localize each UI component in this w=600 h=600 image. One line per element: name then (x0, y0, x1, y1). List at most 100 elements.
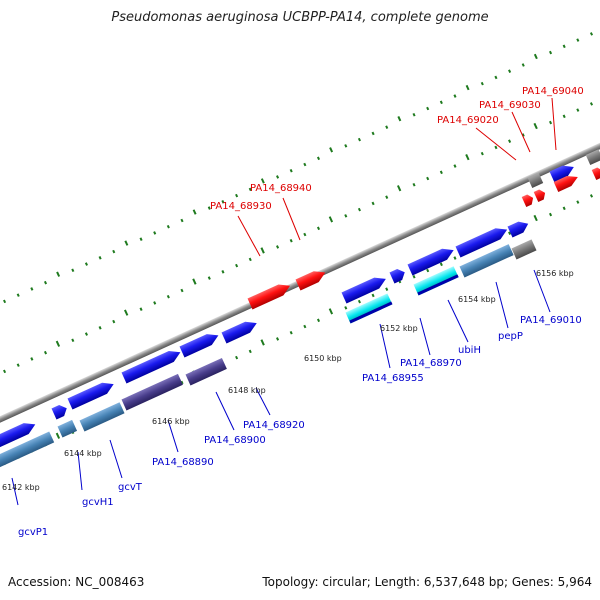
kbp-labels: 6142 kbp 6144 kbp 6146 kbp 6148 kbp 6150 kbp… (2, 269, 574, 492)
tick-mark (248, 257, 252, 262)
tick-mark (16, 363, 20, 367)
tick-mark (576, 108, 580, 112)
forward-gene-arrow (0, 423, 36, 452)
tick-mark (316, 226, 321, 231)
steelblue-gene-bar (459, 244, 514, 278)
gray-rna-bar (527, 173, 544, 189)
leader-line (551, 97, 557, 151)
kbp-label: 6156 kbp (536, 269, 574, 278)
forward-gene-arrow (507, 221, 529, 238)
gene-label: PA14_68940 (250, 183, 312, 194)
tick-mark (153, 231, 157, 235)
forward-gene-arrow (179, 334, 219, 358)
leader-line (419, 317, 431, 356)
kbp-label: 6152 kbp (380, 324, 418, 333)
tick-mark (412, 112, 416, 117)
tick-mark (562, 206, 566, 211)
forward-gene-arrow (51, 405, 67, 420)
steelblue-gene-bar (79, 402, 125, 432)
tick-mark (412, 182, 416, 187)
reverse-gene-arrow (553, 176, 578, 193)
tick-mark (494, 145, 498, 150)
tick-mark (166, 294, 170, 299)
tick-mark (55, 432, 61, 439)
tick-mark (521, 63, 525, 67)
tick-mark (303, 324, 307, 329)
tick-mark (98, 326, 102, 330)
gene-underline (417, 274, 459, 296)
tick-mark (453, 164, 457, 168)
tick-mark (289, 238, 293, 243)
tick-mark (589, 194, 594, 198)
kbp-label: 6146 kbp (152, 417, 190, 426)
tick-mark (84, 332, 88, 336)
tick-mark (248, 187, 252, 192)
gene-underline (349, 301, 393, 324)
tick-mark (426, 106, 430, 111)
kbp-label: 6142 kbp (2, 483, 40, 492)
tick-mark (371, 201, 375, 206)
tick-mark (166, 224, 170, 229)
tick-mark (533, 122, 538, 130)
tick-mark (494, 75, 498, 80)
leader-line (533, 269, 551, 313)
tick-mark (235, 263, 239, 268)
gene-label: PA14_68920 (243, 420, 305, 431)
tick-mark (192, 209, 197, 215)
leader-line (475, 127, 517, 161)
tick-mark (439, 170, 443, 175)
tick-mark (84, 262, 88, 266)
gene-label: PA14_68970 (400, 358, 462, 369)
cyan-gene-bar (345, 293, 393, 324)
tick-mark (112, 319, 116, 324)
gene-label: gcvT (118, 482, 143, 493)
gene-label: PA14_68890 (152, 457, 214, 468)
tick-mark (139, 237, 143, 241)
leader-line (495, 281, 509, 329)
accession-text: Accession: NC_008463 (8, 575, 145, 589)
kbp-label: 6154 kbp (458, 295, 496, 304)
forward-gene-arrow (67, 382, 114, 410)
tick-mark (289, 330, 293, 335)
gene-label: PA14_68900 (204, 435, 266, 446)
leader-line (237, 215, 261, 257)
tick-mark (56, 271, 61, 277)
tick-mark (589, 32, 594, 36)
tick-mark (508, 139, 512, 143)
tick-mark (385, 195, 389, 199)
tick-mark (329, 147, 334, 153)
reverse-gene-arrow (521, 194, 534, 208)
steelblue-gene-bar (0, 431, 55, 472)
tick-mark (344, 306, 348, 310)
tick-mark (207, 206, 211, 210)
tick-mark (3, 369, 7, 374)
tick-mark (43, 350, 48, 355)
gene-label: PA14_69040 (522, 86, 584, 97)
reverse-gene-arrow (591, 167, 600, 181)
forward-gene-arrow (407, 248, 454, 276)
tick-mark (533, 214, 538, 222)
tick-mark (426, 268, 430, 273)
tick-mark (260, 247, 265, 254)
tick-mark (276, 245, 280, 249)
tick-mark (357, 137, 361, 142)
tick-mark (412, 274, 416, 279)
forward-gene-arrow (121, 350, 181, 384)
tick-track (3, 32, 594, 304)
tick-mark (453, 256, 457, 260)
tick-mark (316, 156, 321, 161)
tick-mark (180, 288, 184, 293)
kbp-label: 6148 kbp (228, 386, 266, 395)
topology-text: Topology: circular; Length: 6,537,648 bp… (262, 575, 592, 589)
tick-mark (43, 280, 48, 285)
tick-mark (16, 293, 20, 297)
tick-mark (533, 53, 538, 60)
tick-mark (221, 200, 225, 204)
tick-mark (549, 212, 553, 217)
tick-mark (289, 168, 293, 173)
tick-mark (465, 153, 470, 161)
tick-mark (508, 231, 512, 235)
leader-line (11, 477, 19, 506)
tick-mark (549, 120, 553, 125)
